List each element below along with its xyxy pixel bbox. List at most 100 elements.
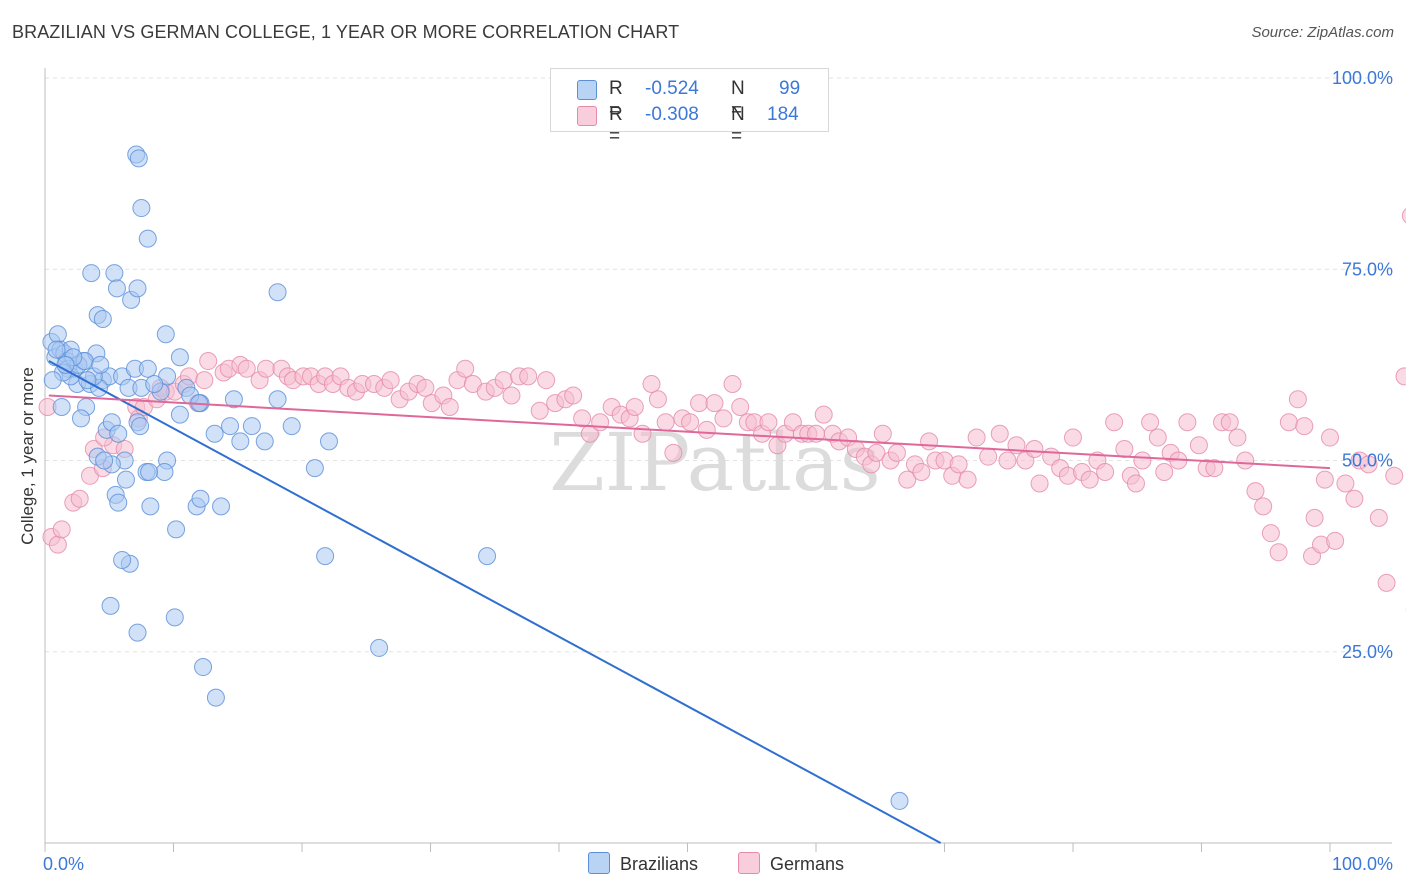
brazilian-point [191, 489, 210, 508]
german-point [664, 443, 683, 462]
brazilian-point [145, 375, 164, 393]
brazilian-point [82, 264, 101, 283]
legend-swatch-brazilians [588, 852, 610, 874]
legend-swatch-germans [738, 852, 760, 874]
brazilian-point [478, 547, 497, 566]
german-point [1369, 508, 1388, 527]
german-point [690, 394, 709, 413]
german-point [759, 413, 778, 432]
german-point [1345, 489, 1364, 508]
trendline-brazilians [48, 360, 942, 844]
german-point [70, 489, 89, 508]
german-point [1401, 208, 1406, 224]
brazilian-point [95, 451, 114, 470]
brazilian-point [132, 199, 151, 218]
legend-n-value-brazilians: 99 [779, 78, 801, 99]
x-tick-label: 100.0% [1332, 854, 1393, 874]
brazilian-point [305, 459, 324, 478]
german-point [1359, 455, 1378, 474]
german-point [1205, 459, 1224, 478]
legend-n-label: N = [731, 104, 745, 147]
brazilian-point [282, 417, 301, 436]
trendline-germans [48, 394, 1331, 470]
german-point [979, 447, 998, 466]
german-point [814, 405, 833, 424]
german-point [591, 413, 610, 432]
german-point [564, 386, 583, 405]
brazilian-point [43, 371, 62, 390]
german-point [1321, 428, 1339, 447]
german-point [1030, 474, 1049, 493]
brazilian-point [224, 390, 243, 409]
brazilian-point [167, 520, 186, 539]
german-point [731, 397, 750, 416]
brazilian-point [319, 432, 338, 451]
brazilian-point [109, 493, 128, 512]
german-point [237, 359, 256, 378]
german-point [898, 470, 917, 489]
german-point [912, 462, 931, 481]
german-point [656, 413, 675, 432]
legend-label-brazilians: Brazilians [620, 854, 699, 874]
german-point [1269, 543, 1288, 562]
german-point [530, 401, 549, 420]
german-point [998, 451, 1017, 470]
german-point [1288, 390, 1307, 409]
legend-item-germans[interactable]: Germans [738, 852, 844, 875]
legend-n-label: N = [731, 78, 745, 121]
brazilian-point [129, 149, 148, 168]
brazilian-point [128, 623, 147, 642]
brazilian-point [316, 547, 335, 566]
german-point [990, 424, 1009, 443]
legend-item-brazilians[interactable]: Brazilians [588, 852, 698, 875]
legend-r-label: R = [609, 78, 623, 121]
german-point [873, 424, 892, 443]
german-point [1236, 451, 1255, 470]
german-point [1326, 531, 1345, 550]
y-tick-label: 100.0% [1332, 68, 1393, 88]
y-axis-label: College, 1 year or more [18, 367, 37, 545]
german-point [1096, 462, 1115, 481]
brazilian-point [206, 688, 225, 707]
german-point [1148, 428, 1167, 447]
german-point [1141, 413, 1160, 432]
brazilian-point [221, 417, 240, 436]
german-point [257, 359, 276, 378]
brazilian-point [107, 279, 126, 298]
german-point [705, 394, 724, 413]
brazilian-point [890, 791, 909, 810]
german-point [195, 371, 214, 390]
german-point [867, 443, 886, 462]
german-point [1105, 413, 1124, 432]
brazilian-point [105, 264, 124, 283]
german-point [537, 371, 556, 390]
brazilian-point [91, 355, 110, 374]
y-tick-label: 50.0% [1342, 451, 1393, 471]
brazilian-point [205, 424, 224, 443]
brazilian-point [194, 658, 213, 677]
brazilian-point [71, 409, 90, 428]
brazilian-point [212, 497, 231, 516]
german-point [573, 409, 592, 428]
brazilian-point [268, 283, 287, 302]
german-point [381, 371, 400, 390]
german-point [1305, 508, 1324, 527]
brazilian-point [101, 596, 120, 615]
german-point [519, 367, 538, 386]
y-tick-label: 25.0% [1342, 642, 1393, 662]
brazilian-point [93, 309, 112, 328]
legend-swatch-germans [577, 106, 597, 126]
german-point [440, 397, 459, 416]
german-point [1395, 367, 1406, 386]
german-point [1228, 428, 1247, 447]
german-point [416, 378, 435, 397]
correlation-legend: R = -0.524 N = 99 R = -0.308 N = 184 [550, 68, 829, 147]
german-point [1261, 524, 1280, 543]
german-point [723, 375, 742, 393]
brazilian-point [231, 432, 250, 451]
german-point [1126, 474, 1145, 493]
german-point [967, 428, 986, 447]
legend-label-germans: Germans [770, 854, 845, 874]
german-point [642, 375, 661, 393]
